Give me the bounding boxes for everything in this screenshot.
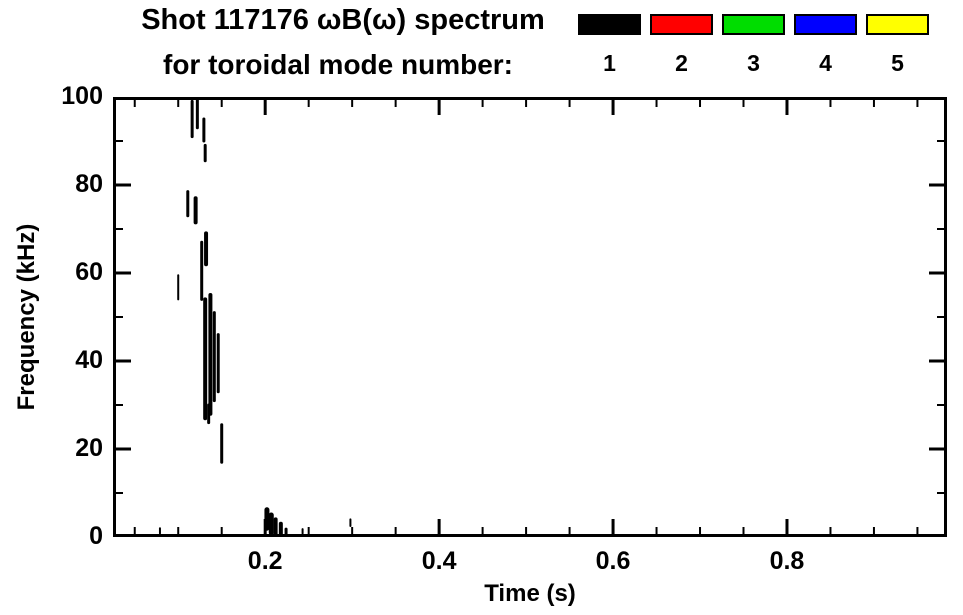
y-tick-label: 100 (61, 82, 103, 110)
legend-item: 3 (722, 14, 785, 77)
x-tick-label: 0.6 (595, 547, 631, 575)
legend-item: 2 (650, 14, 713, 77)
plot-title-line1: Shot 117176 ωB(ω) spectrum (141, 4, 545, 36)
legend-item: 5 (866, 14, 929, 77)
legend-color-swatch (578, 14, 641, 35)
plot-frame (113, 97, 947, 537)
legend-color-swatch (866, 14, 929, 35)
legend-item: 4 (794, 14, 857, 77)
y-tick-label: 60 (75, 258, 103, 286)
y-tick-label: 40 (75, 346, 103, 374)
legend-mode-number: 3 (747, 50, 760, 76)
legend-mode-number: 5 (891, 50, 904, 76)
x-tick-label: 0.8 (769, 547, 805, 575)
plot-canvas (113, 95, 947, 539)
legend-color-swatch (794, 14, 857, 35)
mode-number-legend: 1 2 3 4 5 (578, 14, 929, 77)
x-tick-label: 0.2 (247, 547, 283, 575)
plot-area (113, 95, 947, 539)
legend-mode-number: 1 (603, 50, 616, 76)
legend-mode-number: 4 (819, 50, 832, 76)
x-axis-title: Time (s) (484, 580, 576, 607)
y-tick-label: 20 (75, 434, 103, 462)
legend-color-swatch (722, 14, 785, 35)
y-axis-title: Frequency (kHz) (13, 223, 40, 411)
legend-mode-number: 2 (675, 50, 688, 76)
x-tick-label: 0.4 (421, 547, 457, 575)
plot-title-line2: for toroidal mode number: (163, 49, 513, 80)
y-tick-label: 0 (89, 522, 103, 550)
y-tick-label: 80 (75, 170, 103, 198)
legend-color-swatch (650, 14, 713, 35)
legend-item: 1 (578, 14, 641, 77)
